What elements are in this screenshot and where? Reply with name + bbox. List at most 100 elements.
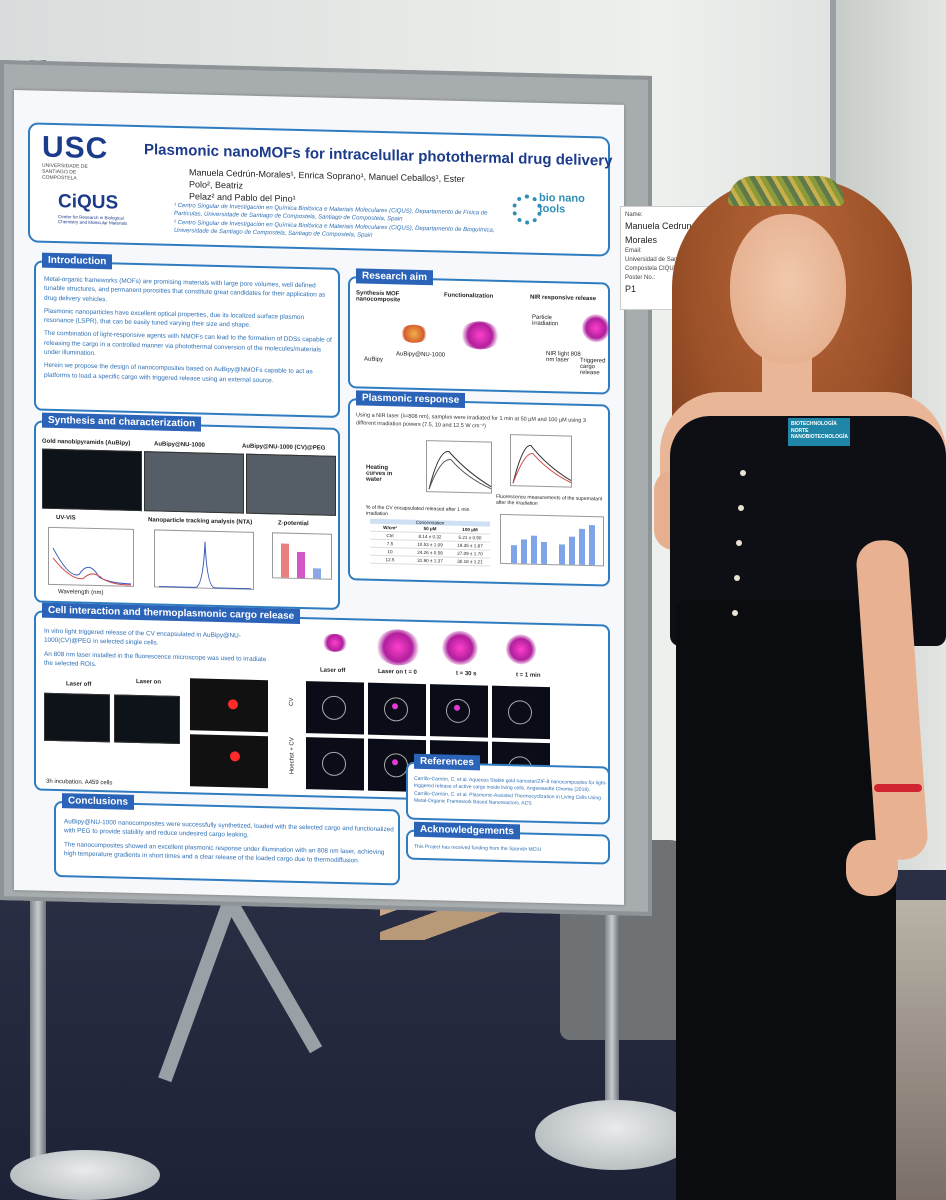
nta-plot xyxy=(154,529,254,590)
microscopy-panel xyxy=(492,685,550,740)
zeta-plot xyxy=(272,532,332,580)
section-label: Conclusions xyxy=(62,793,135,810)
laser-spot-icon xyxy=(442,630,478,666)
dress-button xyxy=(734,575,740,581)
table-cell: 50 µM xyxy=(423,526,437,532)
section-label: Research aim xyxy=(356,268,434,286)
step-label: NIR responsive release xyxy=(530,294,597,303)
fluo-caption: Fluorescence measurements of the superna… xyxy=(496,493,603,507)
usc-logo-subtitle: UNIVERSIDADE DE SANTIAGO DE COMPOSTELA xyxy=(42,162,88,182)
dress-button xyxy=(736,540,742,546)
paragraph: An 808 nm laser installed in the fluores… xyxy=(44,650,267,668)
section-label: Synthesis and characterization xyxy=(42,412,202,432)
research-aim-section: Research aim Synthesis MOF nanocomposite… xyxy=(348,268,610,395)
panel-label: Laser off xyxy=(320,667,346,675)
tem-image xyxy=(42,448,142,512)
table-cell: 24.26 ± 0.58 xyxy=(417,549,443,556)
laser-on-label: Laser on xyxy=(136,678,162,686)
paragraph: The combination of light-responsive agen… xyxy=(44,330,332,357)
cell-outline xyxy=(322,695,346,721)
introduction-section: Introduction Metal-organic frameworks (M… xyxy=(34,252,340,418)
panel-label: t = 30 s xyxy=(456,670,477,678)
fluorescence-spot xyxy=(392,703,398,710)
plasmonic-text: Using a NIR laser (λ=808 nm), samples we… xyxy=(356,412,586,430)
aubipy-particle-icon xyxy=(400,324,428,344)
table-cell: 5.21 ± 0.50 xyxy=(458,534,482,541)
poster-number-label: Poster No.: xyxy=(625,275,656,281)
image-caption: AuBipy@NU-1000 (CV)@PEG xyxy=(242,443,326,452)
easel-base-right xyxy=(535,1100,695,1170)
bionanotools-logo-icon xyxy=(512,194,542,225)
paragraph: Metal-organic frameworks (MOFs) are prom… xyxy=(44,275,326,303)
panel-label: t = 1 min xyxy=(516,672,541,679)
row-label: Hoechst + CV xyxy=(289,737,296,775)
paragraph: Plasmonic nanoparticles have excellent o… xyxy=(44,307,305,329)
fluorescence-image xyxy=(190,734,268,789)
table-cell: 19.35 ± 1.87 xyxy=(457,542,483,549)
bracelet xyxy=(874,784,922,792)
email-label: Email: xyxy=(625,248,642,254)
dress xyxy=(676,600,896,1200)
ciqus-logo-subtitle: Center for Research in Biological Chemis… xyxy=(58,214,128,226)
table-cell: 10.53 ± 1.09 xyxy=(417,541,443,548)
dress-button xyxy=(732,610,738,616)
fluorescence-image xyxy=(190,678,268,733)
table-caption: % of the CV encapsulated released after … xyxy=(366,504,470,518)
references-text: Carrillo-Carrión, C. et al. Aqueous Stab… xyxy=(414,775,607,807)
bionanotools-logo: bio nano tools xyxy=(539,191,585,216)
table-cell: 7.5 xyxy=(386,541,394,547)
synthesis-section: Synthesis and characterization Gold nano… xyxy=(34,412,340,610)
table-row: 12.5 31.90 ± 1.37 30.18 ± 1.21 xyxy=(370,555,490,567)
step-label: Functionalization xyxy=(444,292,494,300)
dress-button xyxy=(738,505,744,511)
conclusions-text: AuBipy@NU-1000 nanocomposites were succe… xyxy=(64,817,394,870)
fluorescence-spot xyxy=(454,704,460,711)
fluorescence-bar-plot xyxy=(500,513,604,567)
mof-particle-icon xyxy=(460,320,500,350)
microscopy-panel xyxy=(368,682,426,737)
microscopy-image xyxy=(114,694,180,745)
aubipy-label: AuBipy xyxy=(364,356,384,364)
incubation-label: 3h incubation. A459 cells xyxy=(46,778,113,787)
conclusions-section: Conclusions AuBipy@NU-1000 nanocomposite… xyxy=(54,793,400,886)
axis-label: Wavelength (nm) xyxy=(58,589,104,597)
plot-caption: Z-potential xyxy=(278,520,309,528)
section-label: References xyxy=(414,753,480,771)
table-cell: 100 µM xyxy=(462,526,478,533)
tem-image xyxy=(246,453,336,516)
table-cell: 12.5 xyxy=(385,557,395,563)
table-cell: 27.09 ± 1.70 xyxy=(457,550,483,557)
paragraph: Herein we propose the design of nanocomp… xyxy=(44,361,313,384)
usc-logo: USC xyxy=(42,130,109,166)
paragraph: The nanocomposites showed an excellent p… xyxy=(64,840,385,865)
cell-outline xyxy=(508,700,532,725)
release-table: Concentration W/cm² 50 µM 100 µM Ctrl 8.14 ±… xyxy=(370,518,490,567)
uvvis-plot xyxy=(48,526,134,587)
image-caption: AuBipy@NU-1000 xyxy=(154,441,205,449)
cell-text: In vitro light triggered release of the … xyxy=(44,627,268,678)
section-label: Acknowledgements xyxy=(414,821,520,840)
microscopy-image xyxy=(44,692,110,743)
laser-spot-icon xyxy=(376,628,420,666)
heating-curve-plot xyxy=(510,434,572,488)
acknowledgements-text: This Project has received funding from t… xyxy=(414,843,542,853)
table-cell: W/cm² xyxy=(383,525,397,531)
row-label: CV xyxy=(289,697,296,707)
panel-label: Laser on t = 0 xyxy=(378,668,417,676)
microscopy-panel xyxy=(430,684,488,738)
easel-base-left xyxy=(10,1150,160,1200)
dress-button xyxy=(740,470,746,476)
laser-spot-icon xyxy=(322,633,348,653)
image-caption: Gold nanobipyramids (AuBipy) xyxy=(42,438,131,447)
section-label: Introduction xyxy=(42,252,113,270)
headband xyxy=(728,176,844,206)
release-particle-icon xyxy=(582,313,610,343)
microscopy-panel xyxy=(306,681,364,735)
table-cell: 8.14 ± 0.32 xyxy=(418,533,442,540)
triggered-label: Triggered cargo release xyxy=(580,357,606,377)
microscopy-panel xyxy=(306,737,364,791)
acknowledgements-section: Acknowledgements This Project has receiv… xyxy=(406,821,610,865)
table-cell: 10 xyxy=(387,549,393,555)
cell-outline xyxy=(384,697,408,722)
paragraph: In vitro light triggered release of the … xyxy=(44,627,241,647)
